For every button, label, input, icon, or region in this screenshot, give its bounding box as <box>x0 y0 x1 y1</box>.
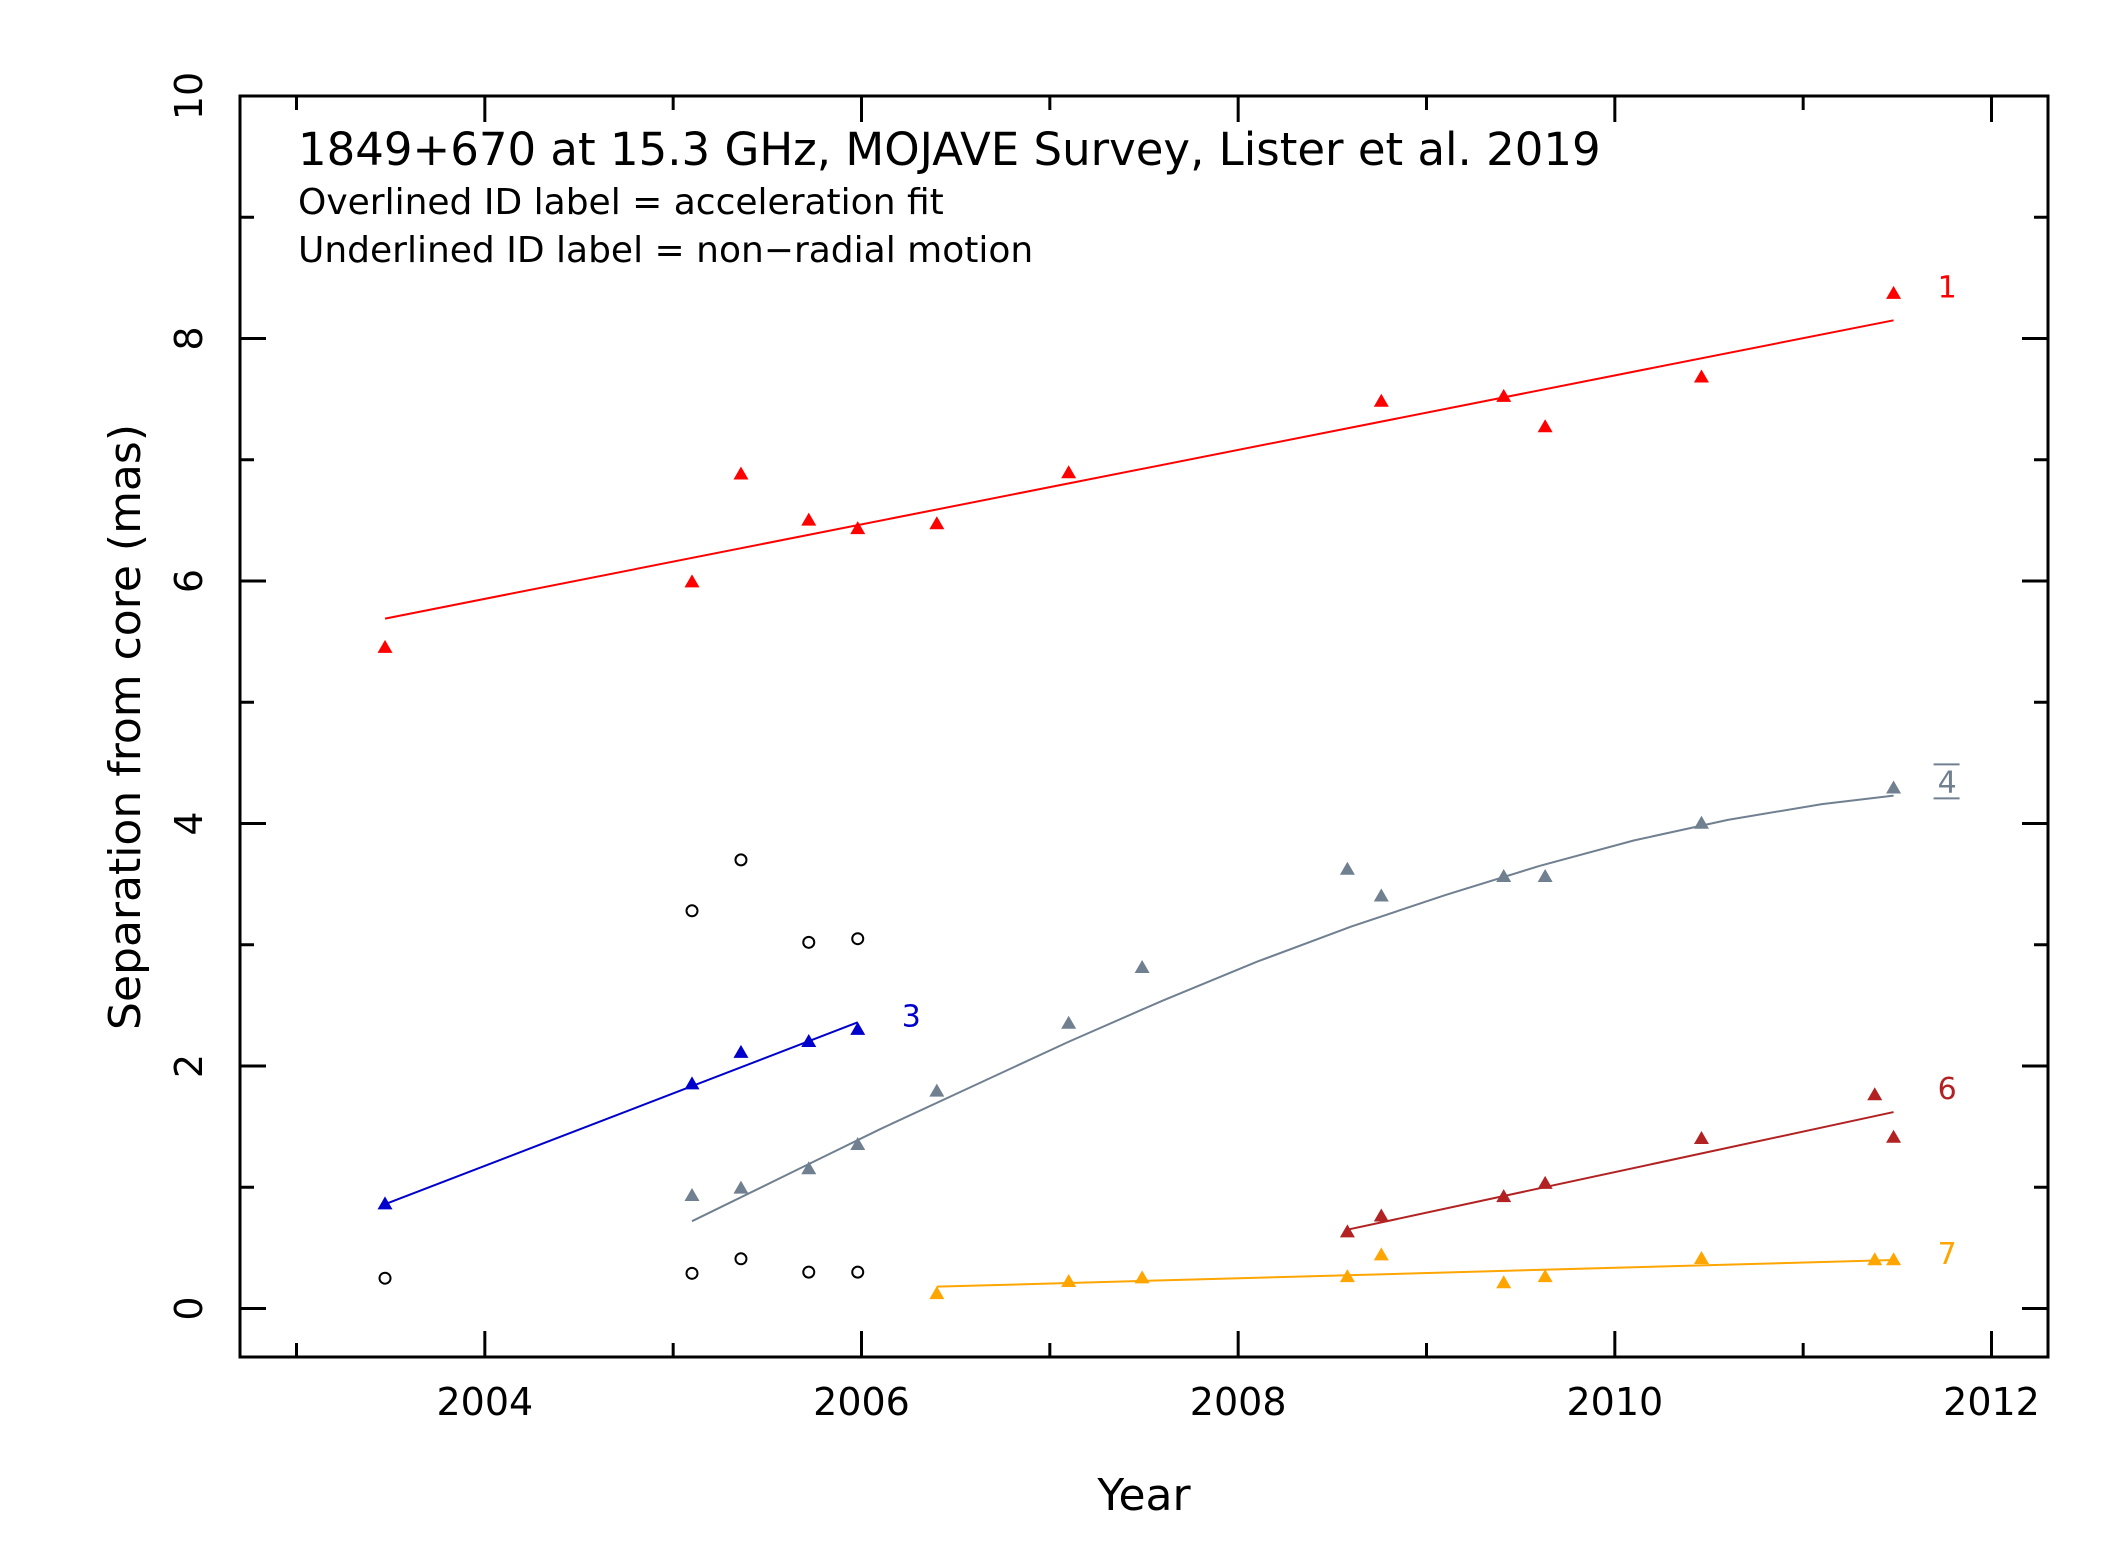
data-point-component-4 <box>1373 888 1389 902</box>
series-label-4: 4 <box>1938 765 1957 800</box>
data-point-component-1 <box>1496 388 1512 402</box>
y-tick-label: 4 <box>167 811 211 835</box>
data-point-component-1 <box>1373 393 1389 407</box>
data-point-component-7 <box>1061 1274 1077 1288</box>
y-tick-label: 2 <box>167 1054 211 1078</box>
data-point-component-1 <box>1537 419 1553 433</box>
y-tick-label: 10 <box>167 72 211 120</box>
data-point-component-3 <box>733 1044 749 1058</box>
data-point-component-4 <box>1537 869 1553 883</box>
y-tick-label: 8 <box>167 326 211 350</box>
y-tick-label: 0 <box>167 1296 211 1320</box>
data-point-component-4 <box>1061 1015 1077 1029</box>
data-point-component-4 <box>929 1083 945 1097</box>
data-point-unassigned <box>685 904 699 918</box>
data-point-component-7 <box>1134 1270 1150 1284</box>
data-point-component-1 <box>377 639 393 653</box>
data-point-component-7 <box>1886 1252 1902 1266</box>
series-id-labels: 1 3 4 6 7 <box>902 271 1960 1272</box>
data-points <box>377 285 1902 1300</box>
data-point-component-1 <box>1886 285 1902 299</box>
y-tick-label: 6 <box>167 569 211 593</box>
annotation-acceleration: Overlined ID label = acceleration fit <box>298 182 944 223</box>
data-point-component-1 <box>801 512 817 526</box>
x-axis-label: Year <box>1096 1470 1191 1521</box>
series-label-1: 1 <box>1938 271 1957 306</box>
data-point-unassigned <box>851 932 865 946</box>
data-point-component-1 <box>1061 465 1077 479</box>
data-point-unassigned <box>378 1271 392 1285</box>
data-point-component-1 <box>850 521 866 535</box>
data-point-component-7 <box>1373 1247 1389 1261</box>
data-point-component-4 <box>801 1161 817 1175</box>
plot-frame <box>238 94 2050 1359</box>
fit-lines <box>384 319 1894 1288</box>
data-point-component-3 <box>801 1033 817 1047</box>
data-point-component-6 <box>1693 1130 1709 1144</box>
data-point-component-6 <box>1537 1175 1553 1189</box>
fit-line-3 <box>384 1021 859 1206</box>
series-label-3: 3 <box>902 999 921 1034</box>
data-point-component-4 <box>1339 861 1355 875</box>
y-axis-label: Separation from core (mas) <box>100 424 151 1030</box>
data-point-component-6 <box>1496 1189 1512 1203</box>
series-label-7: 7 <box>1938 1237 1957 1272</box>
data-point-component-3 <box>377 1196 393 1210</box>
fit-line-6 <box>1347 1111 1894 1231</box>
data-point-component-6 <box>1886 1129 1902 1143</box>
data-point-component-7 <box>929 1286 945 1300</box>
data-point-component-7 <box>1496 1275 1512 1289</box>
axis-tick-labels: 2004 2006 2008 2010 2012 0 2 4 6 8 10 <box>167 72 2040 1424</box>
data-point-component-4 <box>1496 869 1512 883</box>
data-point-component-7 <box>1537 1269 1553 1283</box>
data-point-component-6 <box>1867 1087 1883 1101</box>
x-tick-label: 2010 <box>1566 1380 1663 1424</box>
data-point-component-7 <box>1867 1252 1883 1266</box>
chart-title: 1849+670 at 15.3 GHz, MOJAVE Survey, Lis… <box>298 123 1601 176</box>
data-point-component-3 <box>684 1076 700 1090</box>
data-point-component-7 <box>1339 1269 1355 1283</box>
data-point-component-4 <box>1693 815 1709 829</box>
data-point-component-6 <box>1373 1208 1389 1222</box>
data-point-component-1 <box>1693 369 1709 383</box>
data-point-component-4 <box>1134 959 1150 973</box>
fit-line-7 <box>936 1259 1894 1288</box>
data-point-unassigned <box>685 1266 699 1280</box>
x-tick-label: 2004 <box>436 1380 533 1424</box>
data-point-component-1 <box>733 466 749 480</box>
x-tick-label: 2008 <box>1190 1380 1287 1424</box>
data-point-component-1 <box>929 516 945 530</box>
data-point-component-1 <box>684 574 700 588</box>
fit-curve-4 <box>691 794 1894 1223</box>
annotation-nonradial: Underlined ID label = non−radial motion <box>298 230 1033 271</box>
data-point-unassigned <box>851 1265 865 1279</box>
data-point-component-4 <box>684 1187 700 1201</box>
fit-line-1 <box>384 319 1894 620</box>
data-point-unassigned <box>734 853 748 867</box>
data-point-component-4 <box>733 1180 749 1194</box>
x-tick-label: 2006 <box>813 1380 910 1424</box>
data-point-component-7 <box>1693 1250 1709 1264</box>
data-point-unassigned <box>734 1252 748 1266</box>
x-tick-label: 2012 <box>1943 1380 2040 1424</box>
data-point-unassigned <box>802 935 816 949</box>
axis-ticks <box>240 94 2048 1357</box>
data-point-component-4 <box>850 1137 866 1151</box>
data-point-component-4 <box>1886 780 1902 794</box>
series-label-6: 6 <box>1938 1072 1957 1107</box>
data-point-component-3 <box>850 1021 866 1035</box>
data-point-unassigned <box>802 1265 816 1279</box>
data-point-component-6 <box>1339 1224 1355 1238</box>
